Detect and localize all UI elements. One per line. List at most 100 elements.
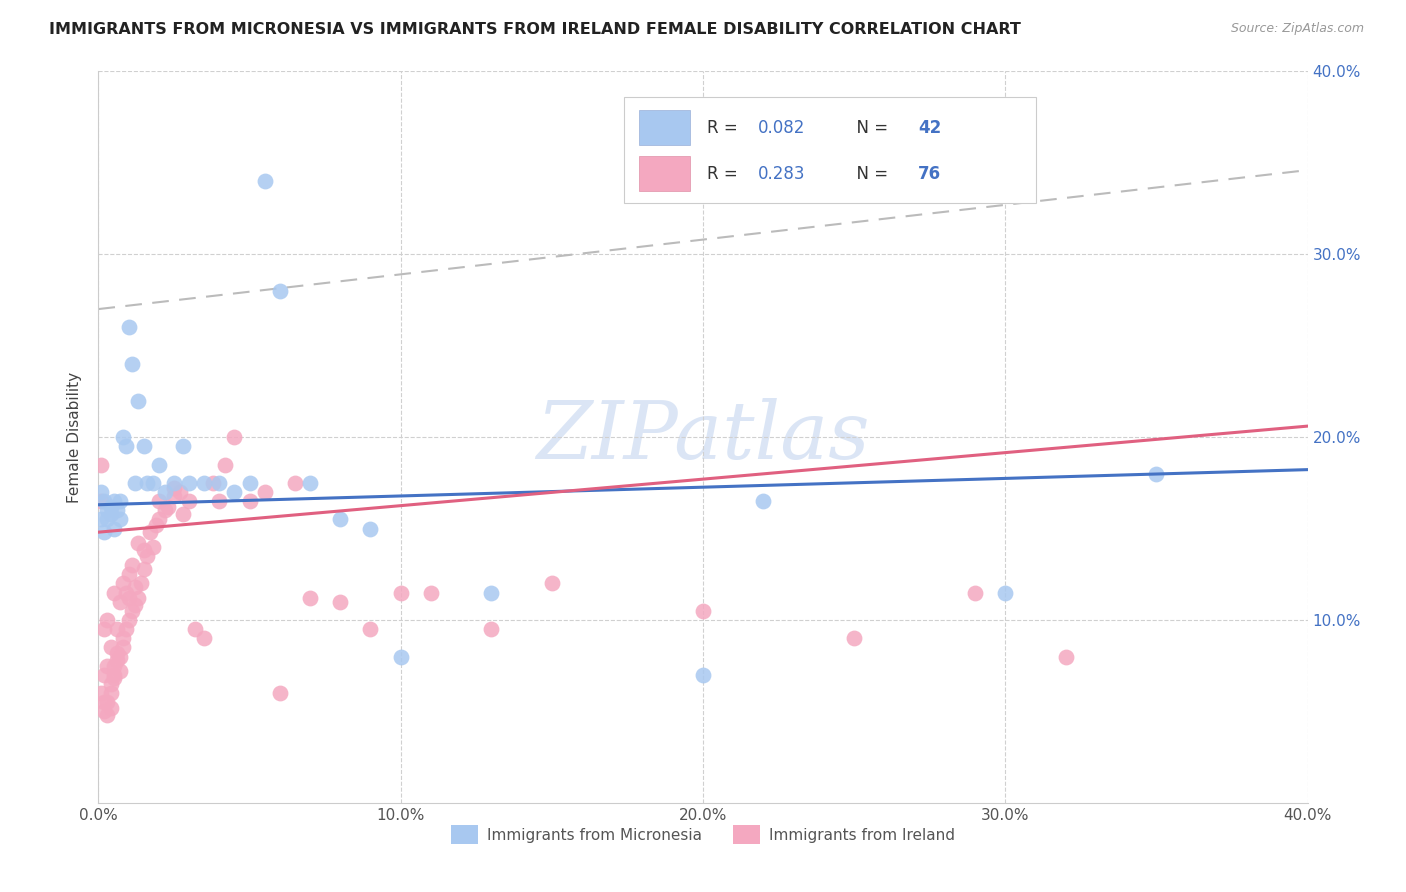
Point: [153, 503, 176, 517]
Point: [96, 695, 118, 709]
Point: [360, 521, 382, 535]
Point: [108, 649, 131, 664]
Point: [148, 494, 170, 508]
Point: [105, 653, 128, 667]
Point: [96, 512, 118, 526]
Point: [224, 430, 246, 444]
Point: [844, 632, 866, 646]
Point: [692, 667, 714, 681]
Point: [103, 494, 125, 508]
Point: [90, 485, 112, 500]
Text: ZIPatlas: ZIPatlas: [536, 399, 870, 475]
Point: [148, 512, 170, 526]
Text: R =: R =: [707, 165, 742, 183]
Text: 42: 42: [918, 119, 942, 136]
Point: [389, 649, 412, 664]
Point: [299, 475, 322, 490]
Point: [124, 580, 146, 594]
Point: [202, 475, 225, 490]
Point: [121, 558, 143, 573]
Point: [111, 640, 134, 655]
Point: [127, 591, 149, 605]
Point: [93, 705, 115, 719]
Point: [103, 521, 125, 535]
Point: [105, 622, 128, 636]
Point: [96, 503, 118, 517]
Point: [132, 562, 155, 576]
Point: [269, 284, 291, 298]
Point: [389, 585, 412, 599]
Point: [100, 677, 122, 691]
Point: [118, 591, 141, 605]
Point: [100, 500, 122, 514]
Point: [692, 604, 714, 618]
Point: [118, 320, 141, 334]
Point: [118, 613, 141, 627]
Point: [103, 667, 125, 681]
Point: [994, 585, 1017, 599]
Point: [93, 622, 115, 636]
Point: [135, 549, 157, 563]
Point: [284, 475, 307, 490]
Point: [193, 632, 215, 646]
Bar: [638, 110, 690, 145]
Point: [96, 658, 118, 673]
Point: [148, 458, 170, 472]
Point: [193, 475, 215, 490]
Point: [132, 543, 155, 558]
Point: [540, 576, 562, 591]
Bar: [638, 156, 690, 191]
Point: [156, 500, 179, 514]
Text: Source: ZipAtlas.com: Source: ZipAtlas.com: [1230, 22, 1364, 36]
Point: [108, 664, 131, 678]
Point: [172, 439, 194, 453]
Y-axis label: Female Disability: Female Disability: [67, 371, 83, 503]
Point: [100, 686, 122, 700]
Point: [127, 393, 149, 408]
Point: [100, 640, 122, 655]
Point: [145, 517, 167, 532]
Legend: Immigrants from Micronesia, Immigrants from Ireland: Immigrants from Micronesia, Immigrants f…: [444, 819, 962, 850]
Point: [208, 494, 231, 508]
Point: [111, 576, 134, 591]
Point: [90, 686, 112, 700]
Point: [114, 622, 136, 636]
Point: [184, 622, 207, 636]
Point: [103, 658, 125, 673]
Point: [253, 174, 276, 188]
Point: [139, 525, 162, 540]
Point: [299, 591, 322, 605]
Point: [121, 604, 143, 618]
Point: [124, 599, 146, 613]
Point: [90, 458, 112, 472]
Point: [253, 485, 276, 500]
Point: [111, 430, 134, 444]
Point: [132, 439, 155, 453]
Point: [100, 700, 122, 714]
Point: [169, 485, 191, 500]
Point: [111, 632, 134, 646]
Point: [121, 357, 143, 371]
Point: [93, 667, 115, 681]
Point: [420, 585, 443, 599]
Point: [114, 585, 136, 599]
Point: [108, 494, 131, 508]
Point: [329, 594, 352, 608]
Point: [269, 686, 291, 700]
Point: [752, 494, 775, 508]
Point: [239, 475, 262, 490]
Text: N =: N =: [845, 119, 893, 136]
Point: [108, 512, 131, 526]
Point: [127, 536, 149, 550]
Point: [103, 672, 125, 686]
Point: [163, 475, 186, 490]
Point: [179, 494, 201, 508]
Point: [129, 576, 152, 591]
Text: 0.082: 0.082: [758, 119, 804, 136]
Point: [1144, 467, 1167, 481]
Point: [124, 475, 146, 490]
Point: [163, 481, 186, 495]
Point: [142, 540, 165, 554]
Text: R =: R =: [707, 119, 742, 136]
Text: 76: 76: [918, 165, 942, 183]
